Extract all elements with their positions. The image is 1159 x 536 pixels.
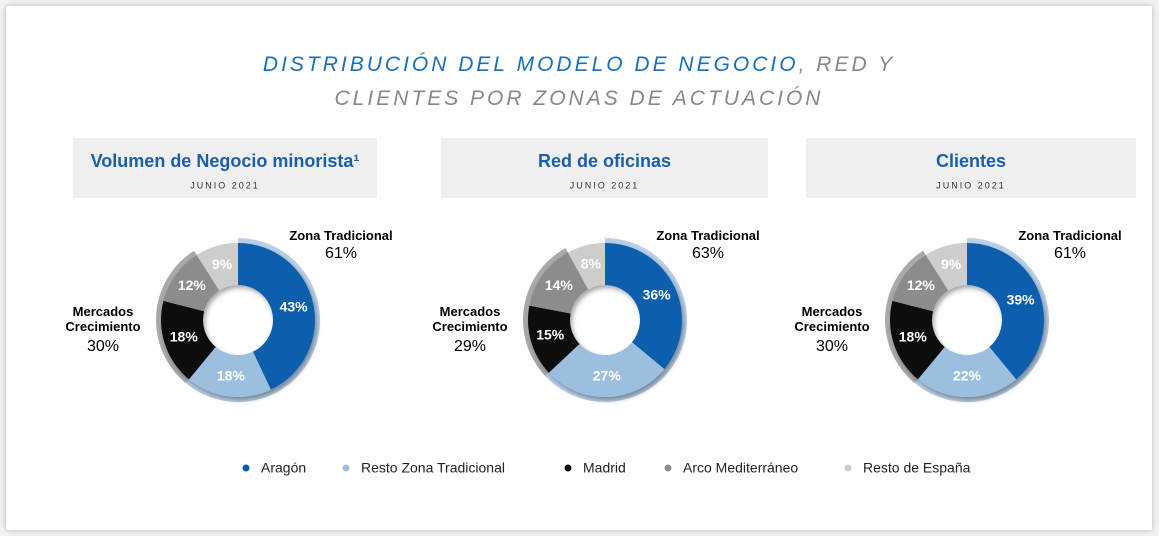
chart-subtitle: JUNIO 2021 (570, 180, 640, 190)
group-label: Mercados Crecimiento (65, 304, 141, 334)
data-label: 9% (941, 256, 962, 272)
group-label: Zona Tradicional (1018, 228, 1122, 243)
donut (890, 243, 1044, 398)
donut-segment (967, 243, 1044, 380)
data-label: 12% (907, 277, 936, 293)
header-box (73, 138, 377, 198)
group-value: 61% (1053, 245, 1087, 262)
slide-title: DISTRIBUCIÓN DEL MODELO DE NEGOCIO, RED … (206, 48, 952, 116)
donut-segment (890, 300, 945, 380)
data-label: 18% (217, 367, 246, 383)
data-label: 43% (280, 298, 309, 314)
donut-segment (567, 243, 605, 290)
group-value: 30% (86, 338, 120, 355)
legend-label: Resto Zona Tradicional (361, 460, 505, 476)
data-label: 8% (581, 255, 602, 271)
chart-subtitle: JUNIO 2021 (190, 180, 260, 190)
legend-label: Aragón (261, 460, 306, 476)
group-value: 63% (691, 245, 725, 262)
data-label: 39% (1007, 291, 1036, 307)
donut-segment (529, 252, 589, 314)
donut-segment (605, 243, 682, 370)
data-label: 18% (899, 328, 928, 344)
legend-dot (664, 464, 672, 472)
legend-dot (564, 464, 572, 472)
legend-label: Resto de España (863, 460, 971, 476)
donut-segment (925, 243, 967, 291)
group-value: 61% (324, 245, 358, 262)
group-label: Zona Tradicional (289, 228, 393, 243)
data-label: 36% (643, 286, 672, 302)
donut-segment (196, 243, 238, 291)
donut (161, 243, 315, 397)
chart-title: Clientes (936, 151, 1006, 171)
group-value: 30% (815, 338, 849, 355)
header-box (806, 138, 1136, 198)
header-box (441, 138, 768, 198)
slide: DISTRIBUCIÓN DEL MODELO DE NEGOCIO, RED … (6, 6, 1152, 530)
group-label: Mercados Crecimiento (432, 304, 508, 334)
legend-label: Madrid (583, 460, 626, 476)
data-label: 9% (212, 256, 233, 272)
group-label: Mercados Crecimiento (794, 304, 870, 334)
group-ring (884, 250, 928, 384)
legend-label: Arco Mediterráneo (683, 460, 798, 476)
chart-subtitle: JUNIO 2021 (936, 180, 1006, 190)
chart-title: Volumen de Negocio minorista¹ (91, 151, 360, 171)
donut-segment (163, 254, 220, 312)
donut-segment (548, 342, 665, 397)
data-label: 15% (536, 327, 565, 343)
donut (528, 243, 682, 397)
title-rest: , RED Y CLIENTES POR ZONAS DE ACTUACIÓN (334, 53, 896, 110)
data-label: 18% (170, 328, 199, 344)
group-value: 29% (453, 338, 487, 355)
donut-segment (161, 300, 216, 380)
group-ring (545, 238, 687, 403)
donut-segment (917, 346, 1017, 398)
data-label: 27% (593, 368, 622, 384)
title-main: DISTRIBUCIÓN DEL MODELO DE NEGOCIO (262, 53, 799, 76)
legend-dot (844, 464, 852, 472)
data-label: 22% (953, 368, 982, 384)
group-label: Zona Tradicional (656, 228, 760, 243)
donut-segment (892, 254, 949, 312)
donut-segment (238, 243, 315, 390)
legend-dot (242, 464, 250, 472)
legend-dot (342, 464, 350, 472)
donut-segment (188, 346, 271, 397)
donut-segment (528, 305, 580, 373)
data-label: 14% (545, 277, 574, 293)
group-ring (156, 250, 199, 384)
chart-title: Red de oficinas (538, 151, 671, 171)
data-label: 12% (178, 277, 207, 293)
charts: Volumen de Negocio minorista¹ JUNIO 2021 4… (73, 138, 1136, 476)
